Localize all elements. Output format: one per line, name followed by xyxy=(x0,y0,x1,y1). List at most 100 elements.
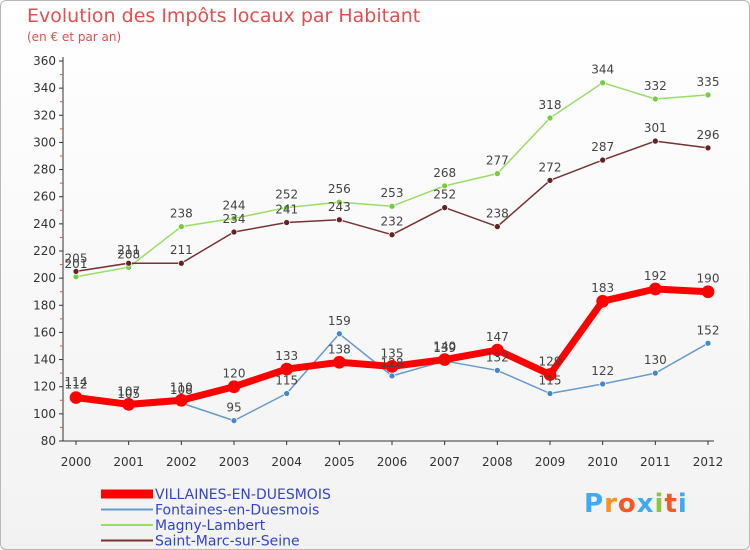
legend-label: Fontaines-en-Duesmois xyxy=(155,503,319,519)
x-tick-label: 2004 xyxy=(271,455,302,469)
data-point xyxy=(283,219,291,226)
data-label: 238 xyxy=(486,207,509,221)
data-label: 252 xyxy=(433,188,456,202)
data-point xyxy=(230,228,238,236)
data-point xyxy=(230,417,238,424)
data-label: 344 xyxy=(591,63,614,77)
data-label: 256 xyxy=(328,182,351,196)
chart-subtitle: (en € et par an) xyxy=(27,30,122,44)
data-label: 105 xyxy=(117,387,140,401)
data-label: 301 xyxy=(644,121,667,135)
data-point xyxy=(283,390,291,397)
data-label: 115 xyxy=(539,374,562,388)
data-point xyxy=(388,202,396,210)
data-label: 107 xyxy=(117,384,140,398)
data-label: 120 xyxy=(223,367,246,381)
data-label: 147 xyxy=(486,330,509,344)
data-label: 238 xyxy=(170,207,193,221)
data-point xyxy=(441,204,449,211)
data-label: 241 xyxy=(275,203,298,217)
data-label: 114 xyxy=(65,375,88,389)
x-tick-label: 2000 xyxy=(61,455,92,469)
data-point xyxy=(283,204,291,211)
data-point xyxy=(280,362,294,376)
data-label: 211 xyxy=(170,243,193,257)
x-tick-label: 2003 xyxy=(219,455,250,469)
data-point xyxy=(441,182,449,190)
data-point xyxy=(388,231,396,239)
data-label: 234 xyxy=(223,212,246,226)
data-label: 112 xyxy=(65,378,88,392)
data-label: 132 xyxy=(486,350,509,364)
data-label: 253 xyxy=(381,186,404,200)
data-label: 152 xyxy=(697,323,720,337)
x-tick-label: 2001 xyxy=(113,455,144,469)
data-label: 122 xyxy=(591,364,614,378)
y-tick-label: 220 xyxy=(33,244,56,258)
data-point xyxy=(701,285,715,299)
data-point xyxy=(596,294,610,308)
data-label: 211 xyxy=(117,243,140,257)
data-point xyxy=(69,391,83,404)
data-point xyxy=(599,380,607,388)
data-point xyxy=(174,393,188,407)
data-point xyxy=(493,223,501,230)
data-point xyxy=(385,360,399,373)
y-tick-label: 300 xyxy=(33,135,56,149)
data-point xyxy=(546,177,554,184)
data-label: 115 xyxy=(275,374,298,388)
data-point xyxy=(546,114,554,122)
x-tick-label: 2007 xyxy=(429,455,460,469)
data-label: 190 xyxy=(697,272,720,286)
data-label: 296 xyxy=(697,128,720,142)
data-point xyxy=(599,156,607,164)
y-tick-label: 160 xyxy=(33,325,56,339)
data-point xyxy=(230,215,238,222)
x-tick-label: 2009 xyxy=(535,455,566,469)
x-tick-label: 2002 xyxy=(166,455,197,469)
y-tick-label: 240 xyxy=(33,217,56,231)
data-label: 138 xyxy=(328,342,351,356)
data-label: 108 xyxy=(170,383,193,397)
y-tick-label: 280 xyxy=(33,163,56,177)
data-point xyxy=(493,170,501,177)
data-point xyxy=(546,390,554,397)
data-point xyxy=(651,137,659,145)
data-point xyxy=(335,198,343,206)
data-label: 133 xyxy=(275,349,298,363)
data-label: 110 xyxy=(170,380,193,394)
x-tick-label: 2005 xyxy=(324,455,355,469)
legend-label: Magny-Lambert xyxy=(155,518,266,534)
legend-label: VILLAINES-EN-DUESMOIS xyxy=(155,487,331,503)
logo-letter: r xyxy=(604,489,618,519)
data-point xyxy=(543,368,557,381)
data-point xyxy=(332,355,346,369)
logo-letter: i xyxy=(654,489,665,519)
data-point xyxy=(704,91,712,99)
x-tick-label: 2008 xyxy=(482,455,513,469)
logo-letter: P xyxy=(584,489,605,519)
y-tick-label: 140 xyxy=(33,353,56,367)
data-label: 287 xyxy=(591,140,614,154)
logo-letter: i xyxy=(677,489,688,519)
logo-letter: t xyxy=(664,489,678,519)
data-point xyxy=(72,268,80,275)
y-tick-label: 260 xyxy=(33,190,56,204)
data-label: 335 xyxy=(697,75,720,89)
proxiti-logo: Proxiti xyxy=(584,489,688,519)
y-tick-label: 360 xyxy=(33,54,56,68)
data-label: 232 xyxy=(381,215,404,229)
data-point xyxy=(438,353,452,366)
y-tick-label: 80 xyxy=(41,434,56,448)
data-label: 129 xyxy=(539,355,562,369)
y-tick-label: 180 xyxy=(33,298,56,312)
data-label: 332 xyxy=(644,79,667,93)
logo-letter: x xyxy=(636,489,655,519)
data-label: 318 xyxy=(539,98,562,112)
data-point xyxy=(177,223,185,230)
chart-title: Evolution des Impôts locaux par Habitant xyxy=(27,5,421,27)
data-label: 95 xyxy=(226,401,241,415)
data-label: 159 xyxy=(328,314,351,328)
y-tick-label: 320 xyxy=(33,108,56,122)
data-point xyxy=(335,216,343,224)
